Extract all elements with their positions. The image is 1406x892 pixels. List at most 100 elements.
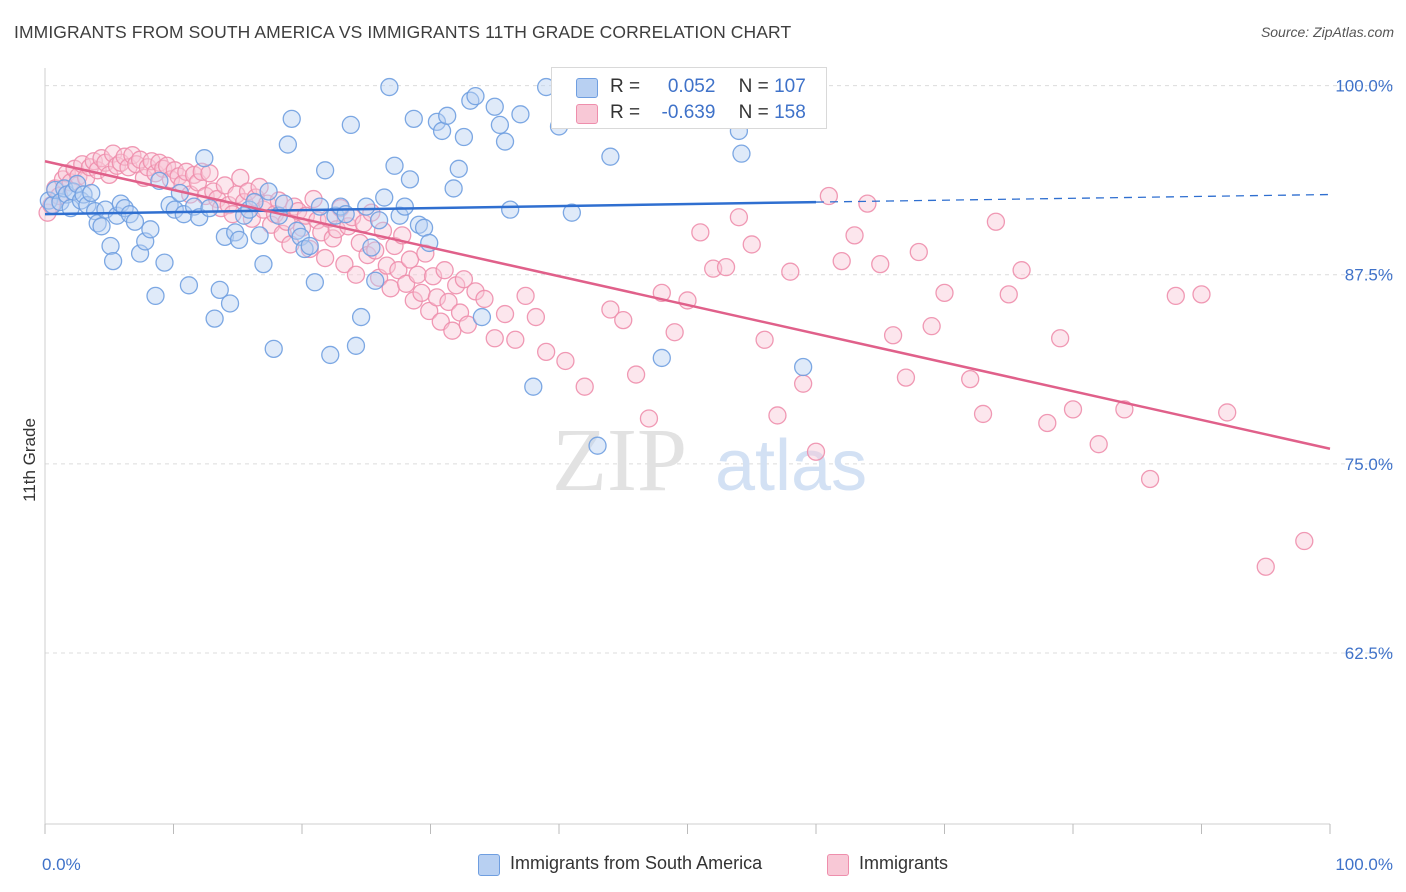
point-immigrants: [495, 304, 515, 324]
point-south-america: [264, 339, 283, 359]
stats-text-pink: R = -0.639 N = 158: [610, 102, 806, 124]
point-immigrants: [389, 261, 408, 280]
point-immigrants: [404, 291, 423, 310]
point-immigrants: [806, 442, 826, 461]
point-south-america: [141, 220, 160, 239]
point-immigrants: [192, 162, 211, 181]
point-south-america: [321, 345, 340, 365]
point-immigrants: [691, 223, 710, 242]
point-south-america: [466, 87, 485, 106]
tick-labels: 100.0% 87.5% 75.0% 62.5% 0.0% 100.0%: [42, 77, 1393, 874]
point-immigrants: [909, 242, 928, 262]
point-south-america: [250, 226, 269, 245]
point-immigrants: [423, 267, 443, 286]
point-south-america: [74, 185, 93, 204]
point-south-america: [409, 215, 429, 234]
point-immigrants: [435, 261, 454, 280]
point-immigrants: [1192, 285, 1211, 304]
point-immigrants: [1089, 435, 1108, 454]
point-immigrants: [819, 186, 838, 206]
point-immigrants: [427, 288, 447, 307]
point-immigrants: [871, 254, 890, 274]
stats-text-blue: R = 0.052 N = 107: [610, 76, 806, 98]
point-immigrants: [304, 189, 323, 209]
point-south-america: [404, 109, 423, 129]
point-immigrants: [269, 191, 289, 210]
point-south-america: [385, 156, 404, 175]
point-immigrants: [755, 330, 774, 349]
point-immigrants: [845, 226, 864, 245]
point-south-america: [103, 251, 123, 271]
watermark: ZIP atlas: [552, 411, 867, 510]
point-south-america: [200, 198, 219, 218]
point-south-america: [357, 197, 376, 216]
point-south-america: [362, 238, 381, 257]
point-immigrants: [506, 330, 525, 349]
point-south-america: [315, 161, 335, 180]
chart-title: IMMIGRANTS FROM SOUTH AMERICA VS IMMIGRA…: [14, 22, 792, 42]
point-south-america: [652, 348, 671, 368]
n-value: 107: [774, 76, 806, 97]
point-south-america: [380, 77, 399, 97]
point-immigrants: [729, 208, 749, 227]
point-immigrants: [454, 270, 474, 289]
point-immigrants: [516, 286, 535, 306]
point-south-america: [472, 307, 492, 327]
point-immigrants: [1115, 400, 1134, 419]
point-south-america: [400, 170, 420, 189]
point-immigrants: [130, 150, 150, 169]
blue-swatch: [576, 78, 598, 98]
point-south-america: [92, 217, 111, 236]
point-immigrants: [961, 369, 980, 389]
r-label: R =: [610, 76, 641, 97]
point-south-america: [300, 236, 319, 256]
point-south-america: [341, 115, 360, 135]
watermark-zip: ZIP: [552, 411, 687, 510]
point-immigrants: [416, 244, 435, 263]
point-immigrants: [716, 257, 736, 277]
point-south-america: [295, 239, 314, 259]
point-immigrants: [526, 307, 546, 327]
point-immigrants: [485, 329, 504, 348]
point-immigrants: [768, 406, 787, 425]
point-immigrants: [556, 351, 575, 371]
point-south-america: [454, 127, 474, 147]
point-south-america: [427, 112, 447, 132]
point-immigrants: [1295, 531, 1314, 551]
point-immigrants: [614, 310, 633, 330]
trend-line-immigrants: [44, 160, 1331, 450]
point-immigrants: [922, 317, 941, 336]
point-immigrants: [412, 283, 431, 303]
point-south-america: [444, 179, 463, 198]
axes: [44, 68, 1331, 834]
point-south-america: [346, 336, 366, 355]
point-south-america: [375, 188, 394, 207]
point-south-america: [305, 273, 325, 292]
point-south-america: [524, 377, 543, 396]
point-south-america: [205, 309, 224, 328]
point-immigrants: [1140, 469, 1160, 489]
point-immigrants: [346, 265, 366, 284]
y-tick-label: 62.5%: [1345, 644, 1393, 663]
point-south-america: [51, 192, 70, 212]
point-immigrants: [1256, 557, 1275, 576]
point-immigrants: [475, 289, 494, 309]
point-immigrants: [439, 292, 458, 312]
point-south-america: [588, 436, 607, 455]
x-tick-label: 0.0%: [42, 855, 81, 874]
point-south-america: [278, 135, 298, 154]
point-immigrants: [231, 168, 250, 188]
point-south-america: [146, 286, 165, 306]
point-south-america: [82, 183, 101, 203]
point-south-america: [485, 97, 504, 116]
point-immigrants: [537, 342, 556, 362]
point-immigrants: [1051, 329, 1070, 348]
point-south-america: [490, 115, 510, 135]
n-value: 158: [774, 102, 806, 123]
point-immigrants: [458, 315, 477, 334]
point-immigrants: [973, 404, 993, 424]
y-tick-label: 100.0%: [1335, 77, 1393, 96]
point-south-america: [366, 271, 385, 290]
point-south-america: [254, 254, 273, 274]
